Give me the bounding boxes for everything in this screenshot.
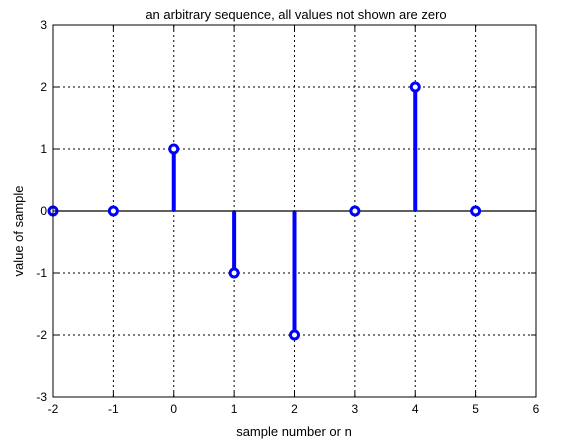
stem-marker — [470, 205, 482, 217]
stems — [47, 81, 482, 341]
x-tick-label: 6 — [533, 402, 540, 416]
x-tick-label: -2 — [48, 402, 59, 416]
x-axis-label: sample number or n — [236, 424, 352, 439]
stem-marker — [349, 205, 361, 217]
x-tick-label: 5 — [472, 402, 479, 416]
y-axis-label: value of sample — [11, 185, 26, 276]
stem-marker — [409, 81, 421, 93]
y-tick-label: -3 — [36, 390, 47, 404]
y-tick-label: -1 — [36, 266, 47, 280]
x-tick-label: 2 — [291, 402, 298, 416]
x-tick-label: 3 — [352, 402, 359, 416]
y-tick-label: 1 — [40, 142, 47, 156]
stem-marker — [168, 143, 180, 155]
y-tick-label: -2 — [36, 328, 47, 342]
y-tick-label: 2 — [40, 80, 47, 94]
y-tick-label: 3 — [40, 18, 47, 32]
x-tick-label: 4 — [412, 402, 419, 416]
y-tick-label: 0 — [40, 204, 47, 218]
x-tick-label: 0 — [170, 402, 177, 416]
stem-marker — [107, 205, 119, 217]
chart-title: an arbitrary sequence, all values not sh… — [145, 7, 446, 22]
stem-marker — [289, 329, 300, 341]
stem-marker — [228, 267, 240, 279]
x-tick-label: 1 — [231, 402, 238, 416]
x-tick-label: -1 — [108, 402, 119, 416]
